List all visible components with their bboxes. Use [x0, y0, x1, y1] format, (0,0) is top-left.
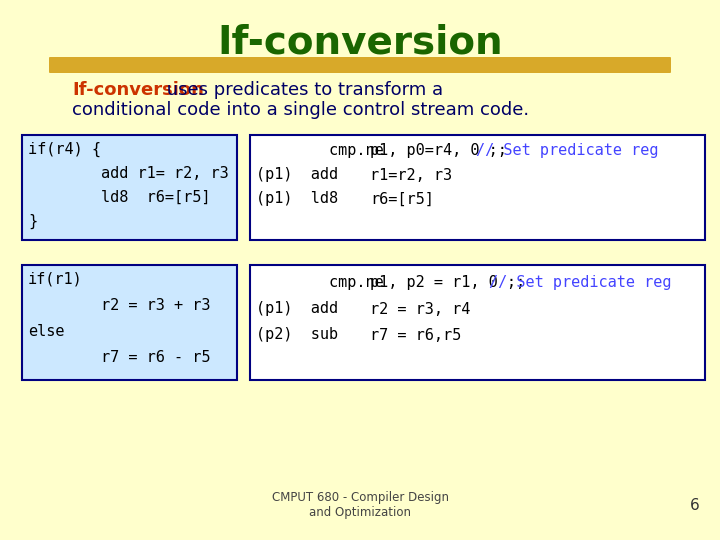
Text: else: else: [28, 323, 65, 339]
Text: // Set predicate reg: // Set predicate reg: [489, 275, 671, 291]
FancyBboxPatch shape: [250, 265, 705, 380]
Text: r2 = r3, r4: r2 = r3, r4: [370, 301, 470, 316]
Text: If-conversion: If-conversion: [72, 81, 204, 99]
Text: ld8  r6=[r5]: ld8 r6=[r5]: [28, 190, 210, 205]
Text: 6: 6: [690, 497, 700, 512]
Text: add r1= r2, r3: add r1= r2, r3: [28, 165, 229, 180]
Text: }: }: [28, 213, 37, 228]
Text: (p1)  ld8: (p1) ld8: [256, 192, 338, 206]
Text: r7 = r6 - r5: r7 = r6 - r5: [28, 349, 210, 364]
Text: conditional code into a single control stream code.: conditional code into a single control s…: [72, 101, 529, 119]
FancyBboxPatch shape: [250, 135, 705, 240]
FancyBboxPatch shape: [22, 135, 237, 240]
Text: cmp.ne: cmp.ne: [256, 144, 384, 159]
Text: r7 = r6,r5: r7 = r6,r5: [370, 327, 462, 342]
Text: (p1)  add: (p1) add: [256, 167, 338, 183]
Text: r6=[r5]: r6=[r5]: [370, 192, 434, 206]
Text: p1, p0=r4, 0 ;;: p1, p0=r4, 0 ;;: [370, 144, 516, 159]
Text: if(r1): if(r1): [28, 272, 83, 287]
Text: (p1)  add: (p1) add: [256, 301, 338, 316]
FancyBboxPatch shape: [49, 57, 671, 73]
Text: // Set predicate reg: // Set predicate reg: [476, 144, 658, 159]
Text: (p2)  sub: (p2) sub: [256, 327, 338, 342]
Text: uses predicates to transform a: uses predicates to transform a: [161, 81, 443, 99]
Text: CMPUT 680 - Compiler Design
and Optimization: CMPUT 680 - Compiler Design and Optimiza…: [271, 491, 449, 519]
Text: p1, p2 = r1, 0 ;;: p1, p2 = r1, 0 ;;: [370, 275, 534, 291]
Text: If-conversion: If-conversion: [217, 23, 503, 61]
Text: cmp.ne: cmp.ne: [256, 275, 384, 291]
Text: r2 = r3 + r3: r2 = r3 + r3: [28, 298, 210, 313]
Text: if(r4) {: if(r4) {: [28, 141, 101, 157]
FancyBboxPatch shape: [22, 265, 237, 380]
Text: r1=r2, r3: r1=r2, r3: [370, 167, 452, 183]
